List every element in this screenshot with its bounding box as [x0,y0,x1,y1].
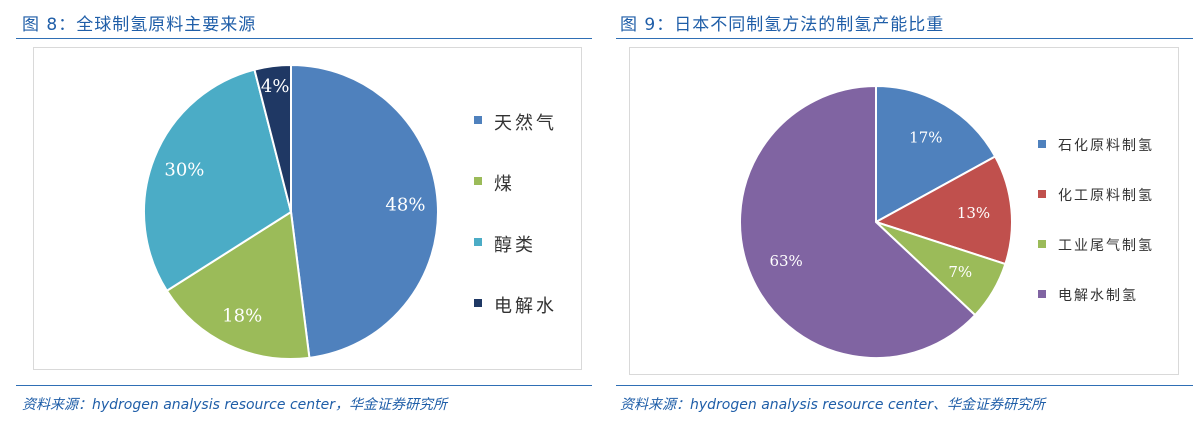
pie-slice-4 [739,84,977,359]
legend-swatch [474,116,482,124]
legend-swatch [1038,190,1046,198]
source-divider [16,385,592,386]
title-divider [16,38,592,39]
pie-chart: 17% 13% 7% 63% [739,84,1013,359]
legend-label: 煤 [494,174,515,195]
pie-slice-3 [143,68,293,293]
source-note: 资料来源：hydrogen analysis resource center，华… [22,397,447,413]
pie-slice-1 [875,84,997,224]
chart-frame: 17% 13% 7% 63% 石化原料制氢 化工原料制氢 工业尾气制氢 电解水制氢 [629,47,1179,375]
legend-swatch [1038,290,1046,298]
slice-data-label: 17% [909,129,942,147]
legend-label: 化工原料制氢 [1058,188,1154,204]
pie-slice-4 [253,63,292,213]
legend-label: 天然气 [494,113,557,134]
figure-8-panel: 图 8：全球制氢原料主要来源 48% 18% 30% 4% 天然气煤醇类电解水 资料来… [0,0,598,437]
title-divider [616,38,1193,39]
pie-chart: 48% 18% 30% 4% [143,63,439,360]
legend-label: 工业尾气制氢 [1058,238,1154,254]
slice-data-label: 13% [957,204,990,222]
legend-swatch [1038,240,1046,248]
legend-label: 电解水制氢 [1058,288,1138,304]
slice-data-label: 48% [385,194,425,215]
slice-data-label: 63% [769,252,802,270]
legend-swatch [474,177,482,185]
figure-9-panel: 图 9：日本不同制氢方法的制氢产能比重 17% 13% 7% 63% 石化原料制氢 化工… [600,0,1199,437]
source-note: 资料来源：hydrogen analysis resource center、华… [620,397,1045,413]
slice-data-label: 4% [261,76,290,97]
slice-data-label: 7% [948,263,972,281]
pie-slice-1 [290,63,439,359]
source-divider [616,385,1193,386]
legend-label: 石化原料制氢 [1058,138,1154,154]
legend-swatch [474,299,482,307]
legend-swatch [1038,140,1046,148]
slice-data-label: 30% [164,159,204,180]
legend-label: 醇类 [494,235,536,256]
figure-title: 图 8：全球制氢原料主要来源 [22,15,257,35]
chart-frame: 48% 18% 30% 4% 天然气煤醇类电解水 [33,47,582,370]
pie-slice-2 [873,155,1013,266]
legend-swatch [474,238,482,246]
pie-slice-2 [165,210,311,360]
legend-label: 电解水 [494,296,557,317]
figure-title: 图 9：日本不同制氢方法的制氢产能比重 [620,15,945,35]
slice-data-label: 18% [222,305,262,326]
